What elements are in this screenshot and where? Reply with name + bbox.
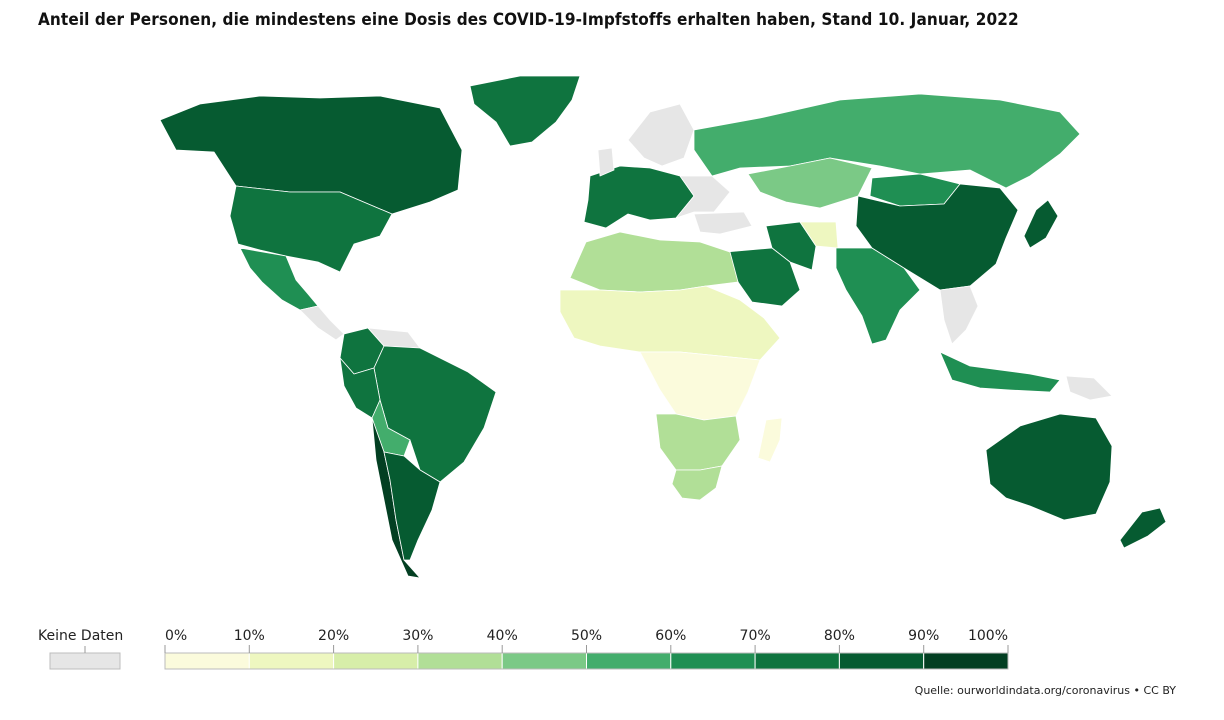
region-scandinavia[interactable] bbox=[627, 103, 695, 167]
land-regions bbox=[159, 75, 1167, 579]
legend-bin-70-80 bbox=[754, 652, 840, 670]
region-turkey[interactable] bbox=[693, 211, 753, 235]
legend-scale: 0% 10% 20% 30% 40% 50% 60% 70% 80% 90% 100% bbox=[164, 628, 1009, 670]
legend-tick-label: 0% bbox=[165, 628, 187, 644]
region-papua[interactable] bbox=[1065, 375, 1113, 401]
legend-tick-label: 60% bbox=[655, 628, 686, 644]
region-southern-africa[interactable] bbox=[655, 413, 741, 471]
legend-tick-label: 100% bbox=[968, 628, 1008, 644]
region-madagascar[interactable] bbox=[757, 417, 783, 463]
legend-no-data-swatch bbox=[49, 652, 121, 670]
region-central-america[interactable] bbox=[299, 305, 345, 341]
region-russia[interactable] bbox=[693, 93, 1081, 189]
source-note: Quelle: ourworldindata.org/coronavirus •… bbox=[914, 684, 1176, 697]
legend-tick-label: 20% bbox=[318, 628, 349, 644]
region-southeast-asia[interactable] bbox=[939, 285, 979, 345]
region-new-zealand[interactable] bbox=[1119, 507, 1167, 549]
region-argentina[interactable] bbox=[383, 451, 441, 561]
region-eastern-europe[interactable] bbox=[675, 175, 731, 219]
world-map bbox=[159, 75, 1167, 579]
region-sahel[interactable] bbox=[559, 285, 781, 361]
legend-bin-50-60 bbox=[586, 652, 672, 670]
map-title: Anteil der Personen, die mindestens eine… bbox=[38, 10, 1019, 30]
region-japan[interactable] bbox=[1023, 199, 1059, 249]
legend-no-data-label: Keine Daten bbox=[38, 628, 123, 644]
legend-tick-label: 90% bbox=[908, 628, 939, 644]
region-saudi-arabia[interactable] bbox=[725, 247, 801, 307]
legend-tick-label: 80% bbox=[824, 628, 855, 644]
region-greenland[interactable] bbox=[469, 75, 581, 147]
legend-bin-10-20 bbox=[248, 652, 335, 670]
legend-bin-40-50 bbox=[501, 652, 588, 670]
region-australia[interactable] bbox=[985, 413, 1113, 521]
legend-tick-label: 10% bbox=[234, 628, 265, 644]
legend-tick-label: 30% bbox=[402, 628, 433, 644]
region-south-africa[interactable] bbox=[671, 465, 723, 501]
region-canada[interactable] bbox=[159, 95, 463, 215]
legend-tick-label: 70% bbox=[740, 628, 771, 644]
legend-tick-label: 40% bbox=[487, 628, 518, 644]
region-uk[interactable] bbox=[597, 147, 615, 177]
region-china[interactable] bbox=[855, 183, 1019, 291]
legend-bin-60-70 bbox=[670, 652, 756, 670]
legend-bin-90-100 bbox=[923, 652, 1009, 670]
legend-bin-0-10 bbox=[164, 652, 250, 670]
region-indonesia[interactable] bbox=[939, 351, 1061, 393]
region-western-europe[interactable] bbox=[583, 165, 695, 229]
legend-bin-20-30 bbox=[333, 652, 419, 670]
region-central-africa[interactable] bbox=[639, 351, 761, 421]
legend-bin-80-90 bbox=[838, 652, 925, 670]
legend-tick-label: 50% bbox=[571, 628, 602, 644]
region-north-africa[interactable] bbox=[569, 231, 739, 293]
region-usa[interactable] bbox=[229, 185, 393, 273]
legend: Keine Daten 0% 10% 20% 30% 40% 50% 60% 70% 80% 90… bbox=[38, 628, 1009, 670]
legend-bin-30-40 bbox=[417, 652, 503, 670]
